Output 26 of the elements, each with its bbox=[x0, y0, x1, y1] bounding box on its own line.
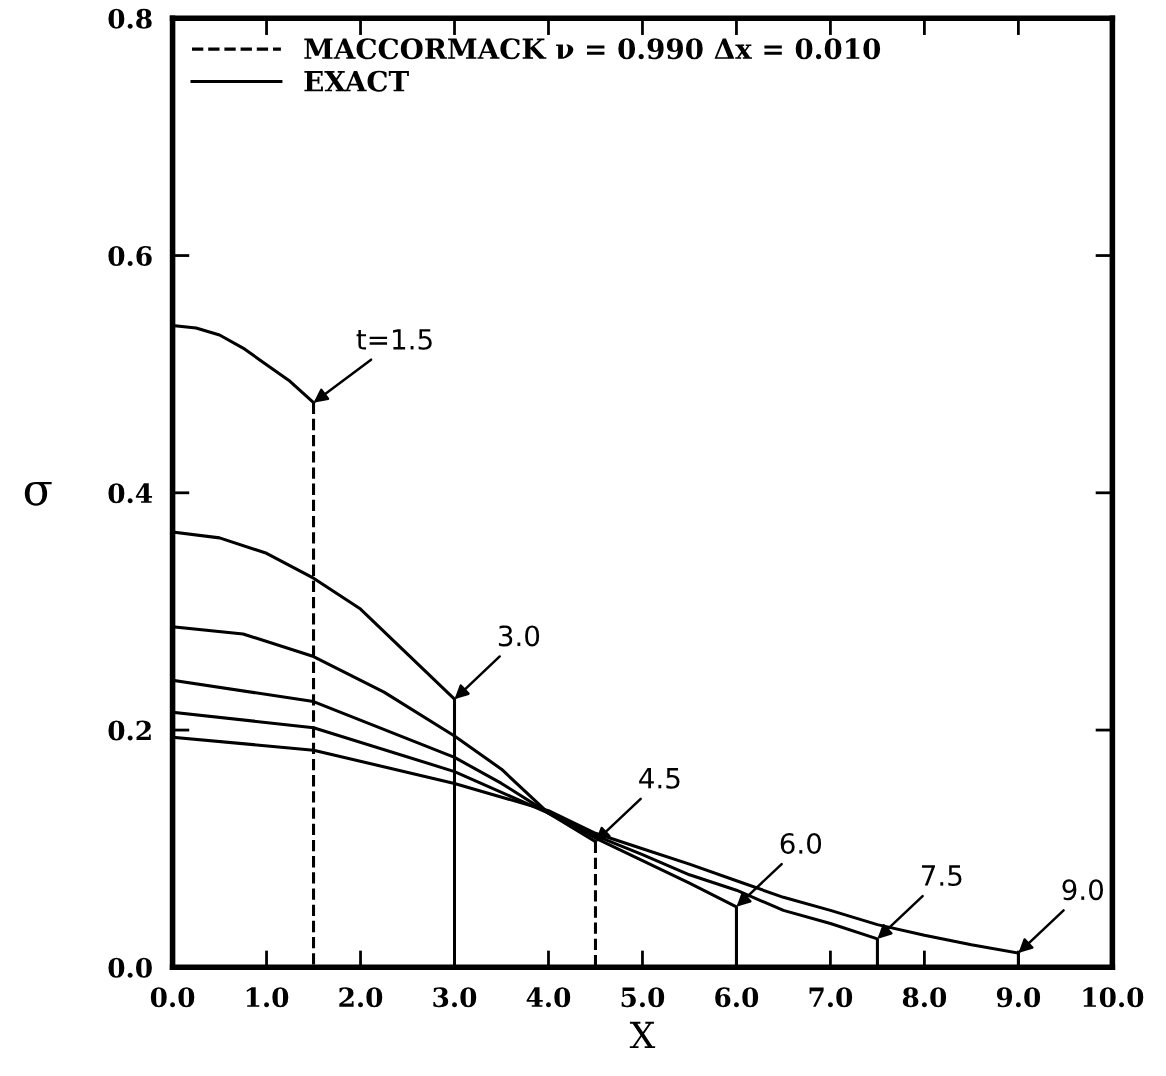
x-tick-label: 8.0 bbox=[902, 987, 947, 1008]
y-tick-label: 0.2 bbox=[108, 720, 151, 741]
x-tick-label: 5.0 bbox=[621, 987, 665, 1008]
y-tick-label: 0.4 bbox=[108, 483, 153, 504]
x-tick-label: 3.0 bbox=[433, 987, 477, 1008]
y-tick-label: 0.8 bbox=[108, 8, 152, 29]
y-axis-title: σ bbox=[24, 482, 52, 506]
annotation: t=1.5 bbox=[356, 329, 432, 350]
annotation: 4.5 bbox=[639, 768, 680, 789]
x-tick-label: 7.0 bbox=[809, 987, 853, 1008]
legend-label: MACCORMACK ν = 0.990 Δx = 0.010 bbox=[304, 38, 881, 60]
x-tick-label: 10.0 bbox=[1083, 987, 1144, 1008]
x-tick-label: 6.0 bbox=[715, 987, 759, 1008]
legend-label: EXACT bbox=[304, 70, 409, 92]
x-tick-label: 2.0 bbox=[339, 987, 383, 1008]
annotation: 3.0 bbox=[498, 625, 540, 647]
x-tick-label: 4.0 bbox=[526, 987, 571, 1008]
x-tick-label: 0.0 bbox=[150, 987, 195, 1008]
x-axis-title: X bbox=[629, 1021, 656, 1049]
x-tick-label: 9.0 bbox=[996, 987, 1041, 1008]
annotation: 6.0 bbox=[780, 832, 822, 854]
y-tick-label: 0.6 bbox=[108, 245, 152, 266]
annotation: 7.5 bbox=[921, 865, 962, 887]
annotation: 9.0 bbox=[1062, 879, 1104, 901]
x-tick-label: 1.0 bbox=[246, 987, 289, 1008]
y-tick-label: 0.0 bbox=[108, 957, 152, 978]
